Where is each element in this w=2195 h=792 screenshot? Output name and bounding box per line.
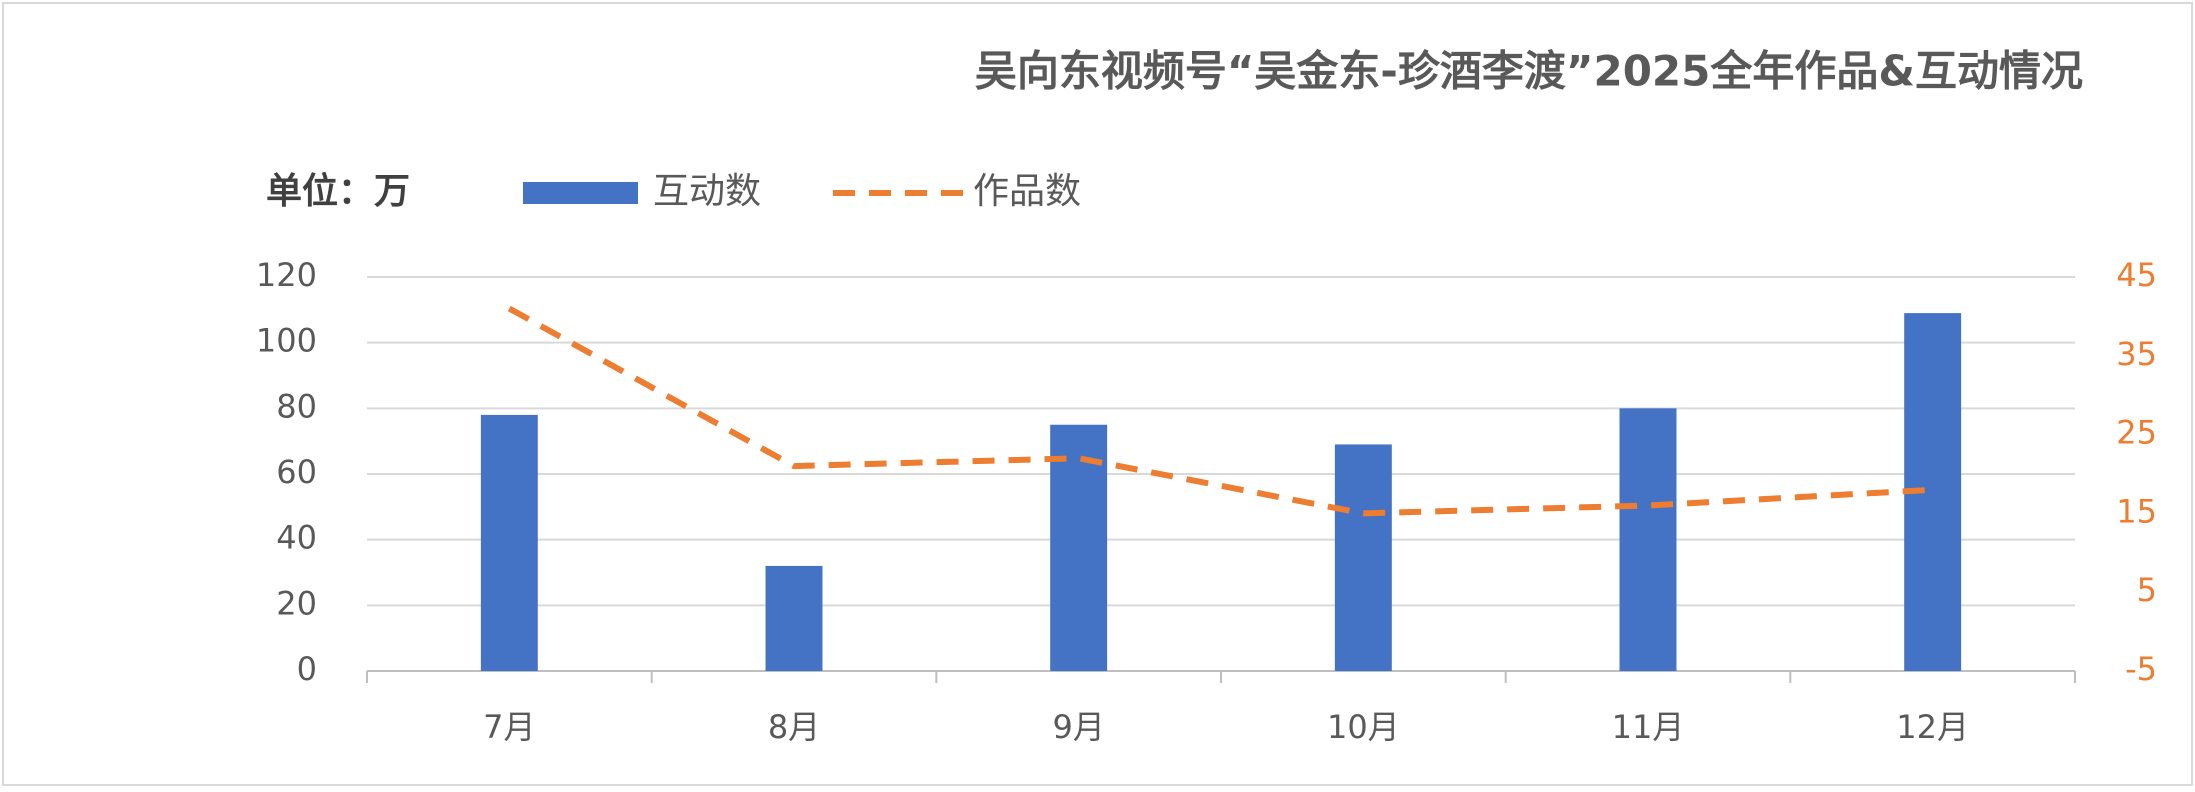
y-tick-label: 100 [256, 322, 317, 360]
bar [765, 565, 823, 671]
y-tick-label: 40 [276, 519, 317, 557]
y-tick-label: 20 [276, 584, 317, 622]
y2-tick-label: 25 [2116, 414, 2157, 452]
x-tick-label: 9月 [1052, 708, 1104, 746]
x-tick-label: 7月 [483, 708, 535, 746]
x-tick-label: 8月 [768, 708, 820, 746]
x-tick-label: 10月 [1327, 708, 1400, 746]
y2-tick-label: 5 [2137, 571, 2157, 609]
unit-label: 单位：万 [266, 171, 410, 212]
x-tick-label: 11月 [1612, 708, 1685, 746]
line-series [507, 305, 1933, 517]
y-tick-label: 120 [256, 256, 317, 294]
y2-tick-label: 45 [2116, 256, 2157, 294]
y2-tick-label: 35 [2116, 335, 2157, 373]
legend-label: 互动数 [653, 171, 761, 212]
y2-tick-label: 15 [2116, 492, 2157, 530]
bar [480, 414, 538, 671]
y2-tick-label: -5 [2125, 650, 2157, 688]
legend-swatch [523, 182, 638, 204]
x-tick-label: 12月 [1896, 708, 1969, 746]
y-tick-label: 0 [297, 650, 317, 688]
y-tick-label: 80 [276, 387, 317, 425]
bar [1619, 408, 1677, 671]
chart-title: 吴向东视频号“吴金东-珍酒李渡”2025全年作品&互动情况 [975, 47, 2083, 96]
bar [1050, 424, 1108, 671]
legend-label: 作品数 [973, 171, 1081, 212]
y-tick-label: 60 [276, 453, 317, 491]
bar [1334, 444, 1392, 671]
